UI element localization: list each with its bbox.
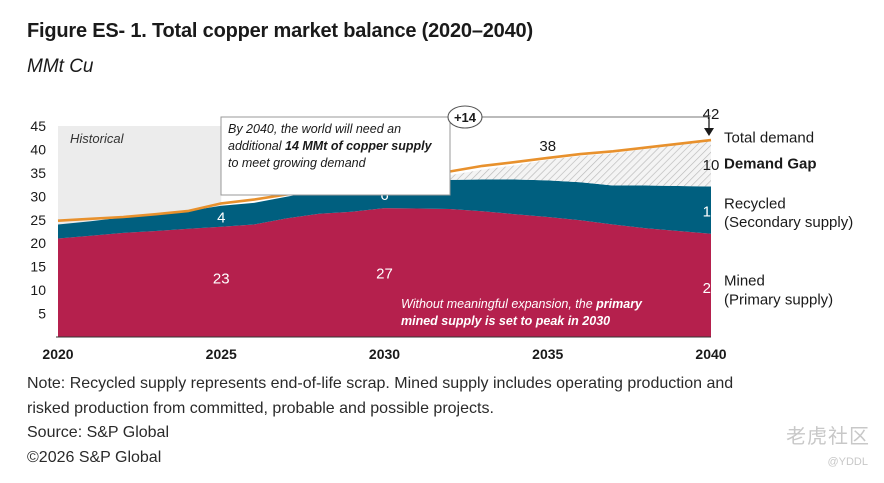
data-label: 10 xyxy=(703,157,720,174)
increase-badge xyxy=(447,105,483,129)
data-label: 23 xyxy=(213,270,230,287)
bracket-arrow-head xyxy=(704,128,714,136)
x-tick-label: 2035 xyxy=(532,346,563,362)
legend-label: (Primary supply) xyxy=(724,291,833,308)
y-tick-label: 25 xyxy=(30,212,46,228)
callout-text: to meet growing demand xyxy=(228,156,367,170)
mined-peak-annotation: Without meaningful expansion, the primar… xyxy=(401,297,643,311)
x-tick-label: 2025 xyxy=(206,346,237,362)
legend-label: Demand Gap xyxy=(724,156,817,173)
mined-peak-annotation: mined supply is set to peak in 2030 xyxy=(401,314,610,328)
legend-label: Recycled xyxy=(724,195,786,212)
historical-label: Historical xyxy=(70,131,125,146)
increase-badge-label: +14 xyxy=(454,110,477,125)
note-line-2: risked production from committed, probab… xyxy=(27,399,494,417)
data-label: 27 xyxy=(376,266,393,283)
note-line-1: Note: Recycled supply represents end-of-… xyxy=(27,375,734,392)
watermark-handle: @YDDL xyxy=(827,456,868,468)
mined-area xyxy=(58,208,711,337)
chart-notes: Note: Recycled supply represents end-of-… xyxy=(27,372,733,470)
legend-label: (Secondary supply) xyxy=(724,214,853,231)
watermark-logo: 老虎社区 xyxy=(786,426,870,448)
x-tick-label: 2040 xyxy=(695,346,726,362)
data-label: 4 xyxy=(217,209,225,226)
source-text: Source: S&P Global xyxy=(27,424,170,441)
callout-box xyxy=(220,116,451,196)
y-tick-label: 40 xyxy=(30,141,46,157)
callout-text: additional 14 MMt of copper supply xyxy=(228,139,433,153)
chart-subtitle: MMt Cu xyxy=(27,56,94,77)
data-label: 22 xyxy=(703,280,720,297)
data-label: 38 xyxy=(539,138,556,155)
copyright-text: ©2026 S&P Global xyxy=(27,448,162,466)
x-tick-label: 2030 xyxy=(369,346,400,362)
legend-label: Mined xyxy=(724,273,765,290)
data-label: 10 xyxy=(703,203,720,220)
recycled-area xyxy=(58,179,711,239)
callout-text: By 2040, the world will need an xyxy=(228,122,401,136)
y-tick-label: 15 xyxy=(30,259,46,275)
demand-gap-area xyxy=(58,140,711,225)
y-tick-label: 30 xyxy=(30,188,46,204)
y-tick-label: 35 xyxy=(30,165,46,181)
x-tick-label: 2020 xyxy=(42,346,73,362)
y-tick-label: 45 xyxy=(30,118,46,134)
y-tick-label: 10 xyxy=(30,282,46,298)
y-tick-label: 5 xyxy=(38,306,46,322)
legend-label: Total demand xyxy=(724,130,814,147)
chart-title: Figure ES- 1. Total copper market balanc… xyxy=(27,20,533,42)
y-tick-label: 20 xyxy=(30,235,46,251)
data-label: 42 xyxy=(703,106,720,123)
